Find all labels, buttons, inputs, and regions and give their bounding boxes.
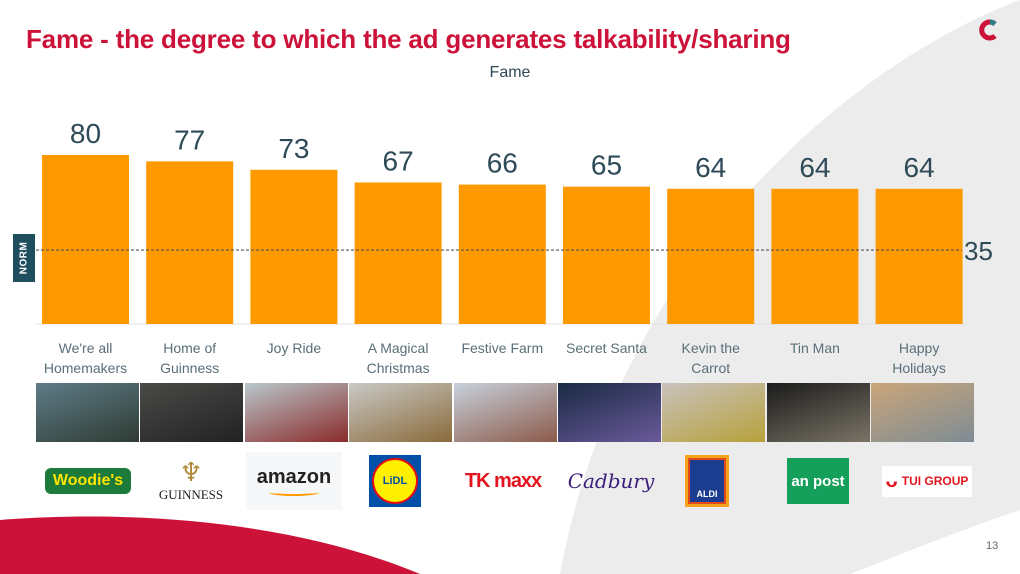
brand-logo: ᴗ TUI GROUP xyxy=(875,452,979,510)
brand-logo: amazon xyxy=(241,452,347,510)
ad-thumbnail xyxy=(349,383,453,442)
data-label-1: 80 xyxy=(70,118,101,149)
category-label: Kevin the Carrot xyxy=(661,338,761,378)
category-label-line: We're all xyxy=(58,340,113,356)
brand-name: Cadbury xyxy=(567,469,655,493)
category-label-line: Homemakers xyxy=(43,360,128,376)
category-label: Home of Guinness xyxy=(140,338,240,378)
category-label-line: Christmas xyxy=(366,360,430,376)
category-label-line: Secret Santa xyxy=(566,340,647,356)
brand-c-logo-icon xyxy=(979,19,997,41)
category-label: Festive Farm xyxy=(452,338,552,358)
brand-logo: Woodie's xyxy=(42,452,134,510)
data-label-3: 73 xyxy=(278,133,309,164)
ad-thumbnail xyxy=(244,383,348,442)
data-label-7: 64 xyxy=(695,152,726,183)
data-label-8: 64 xyxy=(799,152,830,183)
bar-2 xyxy=(146,161,234,324)
brand-logo: an post xyxy=(781,452,855,510)
brand-name: TUI GROUP xyxy=(901,474,969,488)
background-red-swoosh xyxy=(0,516,420,574)
brand-logo: ♆ GUINNESS xyxy=(158,458,224,503)
background-white-curve xyxy=(850,510,1020,574)
brand-name: TK maxx xyxy=(464,469,542,492)
data-label-4: 67 xyxy=(383,145,414,176)
norm-label-box: NORM xyxy=(13,234,35,282)
brand-logo: LiDL xyxy=(363,452,427,510)
ad-thumbnail xyxy=(662,383,766,442)
bar-6 xyxy=(563,186,650,324)
norm-value-label: 35 xyxy=(964,236,993,266)
category-label-line: Festive Farm xyxy=(461,340,544,356)
brand-logo: TK maxx xyxy=(453,452,553,510)
brand-name: GUINNESS xyxy=(158,487,224,502)
brand-logo: Cadbury xyxy=(566,452,656,510)
category-label-line: Carrot xyxy=(691,360,731,376)
ad-thumbnail xyxy=(140,383,244,442)
category-label-line: Guinness xyxy=(160,360,220,376)
norm-label: NORM xyxy=(18,241,30,275)
data-label-9: 64 xyxy=(904,152,935,183)
chart-title: Fame xyxy=(489,64,531,81)
data-label-6: 65 xyxy=(591,150,622,181)
category-label: We're all Homemakers xyxy=(36,338,136,378)
ad-thumbnail xyxy=(36,383,139,442)
slide-title: Fame - the degree to which the ad genera… xyxy=(26,24,791,54)
bar-1 xyxy=(42,155,129,324)
bar-4 xyxy=(354,182,442,324)
bar-7 xyxy=(667,188,755,324)
page-number: 13 xyxy=(986,540,999,552)
ad-thumbnail xyxy=(453,383,557,442)
category-label: A Magical Christmas xyxy=(348,338,448,378)
category-label: Secret Santa xyxy=(557,338,657,358)
data-label-5: 66 xyxy=(487,148,518,179)
brand-name: Woodie's xyxy=(52,472,124,489)
brand-name: amazon xyxy=(256,466,332,488)
bar-3 xyxy=(250,169,338,324)
category-label-line: Holidays xyxy=(892,360,946,376)
category-label-line: Tin Man xyxy=(789,340,840,356)
brand-logo: ALDI xyxy=(679,452,735,510)
bar-9 xyxy=(875,188,963,324)
brand-name: an post xyxy=(791,472,845,490)
category-label: Tin Man xyxy=(765,338,865,358)
brand-name: ALDI xyxy=(696,489,718,499)
category-label-line: Home of xyxy=(163,340,217,356)
ad-thumbnail xyxy=(558,383,661,442)
ad-thumbnail xyxy=(766,383,870,442)
brand-name: LiDL xyxy=(382,475,408,487)
category-label-line: Joy Ride xyxy=(266,340,322,356)
category-label: Happy Holidays xyxy=(869,338,969,378)
bar-5 xyxy=(458,184,546,324)
ad-thumbnail xyxy=(871,383,975,442)
bar-8 xyxy=(771,188,859,324)
data-label-2: 77 xyxy=(174,124,205,155)
category-label-line: Happy xyxy=(898,340,940,356)
category-label-line: A Magical xyxy=(367,340,429,356)
category-label-line: Kevin the xyxy=(681,340,740,356)
category-label: Joy Ride xyxy=(244,338,344,358)
